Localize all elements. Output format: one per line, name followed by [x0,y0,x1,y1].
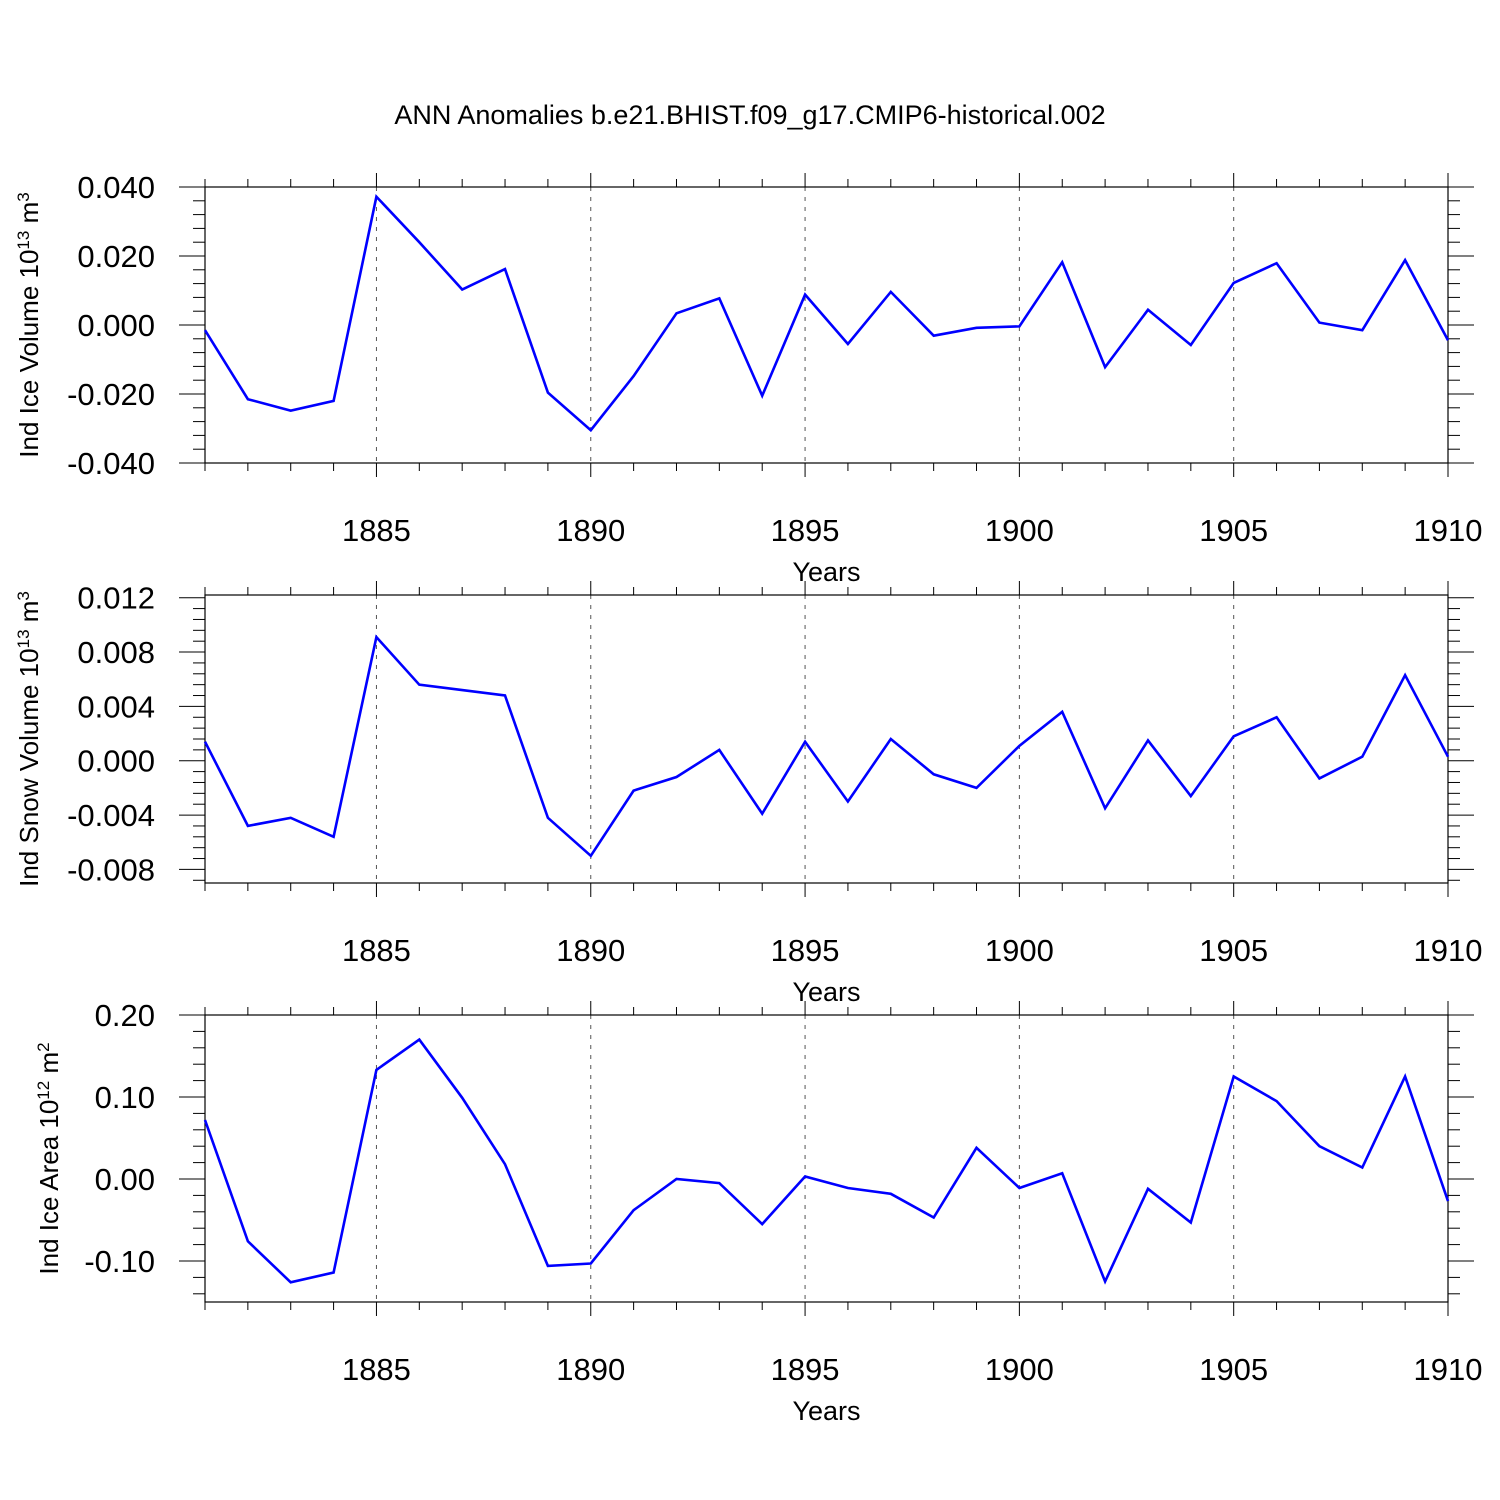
x-tick-label: 1905 [1199,513,1268,548]
y-axis-label: Ind Ice Area 1012 m2 [34,1042,65,1274]
y-axis-label: Ind Ice Volume 1013 m3 [14,192,45,457]
x-tick-label: 1910 [1414,513,1483,548]
y-tick-label: -0.040 [67,446,155,481]
x-tick-label: 1885 [342,513,411,548]
y-tick-label: 0.008 [77,635,155,670]
x-tick-label: 1890 [556,933,625,968]
x-axis-label: Years [792,1396,860,1426]
y-tick-label: -0.020 [67,377,155,412]
figure-title: ANN Anomalies b.e21.BHIST.f09_g17.CMIP6-… [394,100,1105,130]
y-tick-label: -0.004 [67,798,155,833]
y-axis-label-text: Ind Snow Volume 10 [14,648,44,887]
x-tick-label: 1895 [771,513,840,548]
series-line [203,634,1450,858]
y-axis-label-exponent: 13 [14,231,33,250]
y-tick-label: 0.20 [95,998,155,1033]
y-tick-label: 0.00 [95,1162,155,1197]
x-tick-label: 1895 [771,933,840,968]
y-axis-label-unit: m [14,202,44,231]
y-tick-label: 0.012 [77,581,155,616]
series-line [203,193,1450,433]
chart-panel-1: -0.040 -0.020 0.000 0.020 0.040 1885 1890 1895 1… [14,170,1483,587]
y-axis-label-unit: m [34,1052,64,1081]
y-axis-label-text: Ind Ice Volume 10 [14,250,44,458]
y-tick-label: -0.10 [84,1244,155,1279]
y-axis-label-unit-exponent: 3 [14,192,33,201]
y-axis-label-unit-exponent: 2 [34,1042,53,1051]
x-tick-label: 1910 [1414,933,1483,968]
y-axis-label: Ind Snow Volume 1013 m3 [14,591,45,887]
chart-panel-3: -0.10 0.00 0.10 0.20 1885 1890 1895 1900 1905 191… [34,998,1483,1426]
x-tick-label: 1890 [556,513,625,548]
y-axis-label-text: Ind Ice Area 10 [34,1100,64,1275]
x-tick-label: 1885 [342,1352,411,1387]
y-axis-label-exponent: 12 [34,1081,53,1100]
y-axis-label-unit: m [14,601,44,630]
x-tick-label: 1905 [1199,933,1268,968]
series-line [203,1037,1450,1285]
y-tick-label: 0.040 [77,170,155,205]
y-tick-label: 0.10 [95,1080,155,1115]
x-tick-label: 1910 [1414,1352,1483,1387]
x-tick-label: 1885 [342,933,411,968]
x-tick-label: 1900 [985,1352,1054,1387]
y-tick-label: 0.004 [77,689,155,724]
chart-panels: -0.040 -0.020 0.000 0.020 0.040 1885 1890 1895 1… [14,170,1483,1426]
plot-frame [204,1014,1449,1303]
x-axis-label: Years [792,977,860,1007]
x-tick-label: 1900 [985,933,1054,968]
chart-panel-2: -0.008 -0.004 0.000 0.004 0.008 0.012 1885 1890… [14,581,1483,1007]
x-tick-label: 1900 [985,513,1054,548]
y-axis-label-unit-exponent: 3 [14,591,33,600]
y-tick-label: 0.020 [77,239,155,274]
x-tick-label: 1895 [771,1352,840,1387]
y-tick-label: 0.000 [77,744,155,779]
x-axis-label: Years [792,557,860,587]
x-tick-label: 1890 [556,1352,625,1387]
x-tick-label: 1905 [1199,1352,1268,1387]
y-axis-label-exponent: 13 [14,629,33,648]
y-tick-label: 0.000 [77,308,155,343]
y-tick-label: -0.008 [67,852,155,887]
